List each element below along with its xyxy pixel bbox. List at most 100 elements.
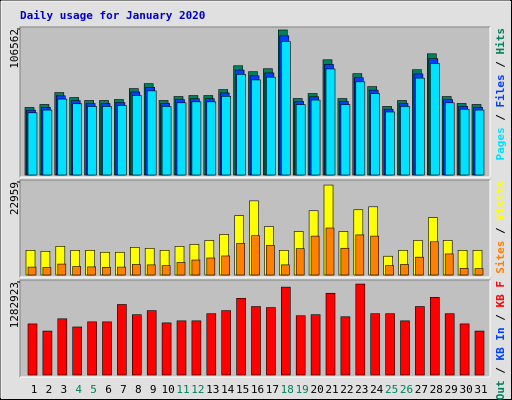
bar: [42, 109, 53, 176]
bar: [266, 76, 276, 176]
bar: [400, 106, 410, 176]
legend-entry: Files: [494, 74, 507, 107]
x-tick-label: 5: [90, 383, 97, 396]
bar: [176, 320, 187, 376]
bar: [221, 255, 230, 276]
bar: [117, 105, 127, 176]
legend-separator: /: [494, 55, 507, 75]
bar: [206, 257, 216, 276]
x-tick-label: 24: [370, 383, 384, 396]
bar: [370, 93, 381, 176]
bar: [72, 103, 82, 176]
bar: [340, 247, 350, 276]
x-tick-label: 1: [31, 383, 38, 396]
bar: [87, 321, 97, 376]
bar: [146, 90, 157, 176]
bar: [325, 292, 336, 376]
x-tick-label: 12: [191, 383, 204, 396]
bar: [27, 112, 38, 176]
bar: [206, 313, 217, 376]
bar: [102, 106, 112, 176]
bar: [87, 106, 97, 176]
bar: [236, 243, 245, 276]
y-tick-label: 106562: [8, 29, 21, 69]
bar: [280, 264, 290, 276]
chart-title: Daily usage for January 2020: [20, 9, 205, 22]
bar: [266, 307, 276, 376]
bar: [400, 264, 409, 276]
x-tick-label: 26: [400, 383, 413, 396]
bar: [57, 318, 68, 376]
x-tick-label: 30: [459, 383, 472, 396]
bar: [191, 101, 202, 176]
legend-entry: KB Out: [494, 380, 507, 400]
legend-entry: Visits: [494, 181, 507, 221]
x-tick-label: 7: [120, 383, 127, 396]
legend-separator: /: [494, 221, 507, 241]
bar: [251, 306, 261, 376]
legend: Sites / Visits: [494, 181, 507, 274]
bar: [42, 330, 53, 376]
bar: [161, 322, 172, 376]
x-tick-label: 13: [206, 383, 219, 396]
x-tick-label: 18: [281, 383, 294, 396]
bar: [295, 104, 306, 176]
bar: [206, 101, 217, 176]
x-tick-label: 9: [150, 383, 157, 396]
x-tick-label: 22: [340, 383, 353, 396]
bar: [176, 102, 187, 176]
bar: [310, 314, 321, 376]
bar: [459, 268, 469, 276]
x-tick-label: 2: [46, 383, 53, 396]
bar: [72, 266, 81, 276]
legend-separator: /: [494, 361, 507, 381]
bar: [117, 304, 127, 376]
bar: [132, 95, 142, 176]
legend: KB Out / KB In / KB F: [494, 281, 507, 400]
bar: [266, 245, 275, 276]
legend-entry: Sites: [494, 241, 507, 274]
bar: [355, 283, 366, 376]
bar: [42, 267, 52, 276]
bar: [146, 310, 157, 376]
bar: [370, 235, 380, 276]
bar: [161, 106, 172, 176]
bar: [310, 235, 320, 276]
x-tick-label: 10: [161, 383, 174, 396]
x-tick-label: 31: [474, 383, 487, 396]
bar: [161, 265, 171, 276]
bar: [429, 297, 440, 376]
x-tick-label: 17: [266, 383, 279, 396]
legend-entry: KB F: [494, 281, 507, 308]
x-tick-label: 25: [385, 383, 398, 396]
bar: [221, 96, 231, 176]
bar: [474, 109, 485, 176]
bar: [102, 321, 112, 376]
bar: [102, 267, 111, 276]
bar: [87, 266, 96, 276]
bar: [251, 235, 260, 276]
bar: [400, 320, 410, 376]
x-tick-label: 15: [236, 383, 249, 396]
bar: [280, 41, 291, 176]
legend-separator: /: [494, 108, 507, 128]
bar: [117, 266, 126, 276]
bar: [57, 98, 68, 176]
x-tick-label: 29: [445, 383, 458, 396]
bar: [385, 111, 395, 176]
bar: [295, 248, 305, 276]
x-tick-label: 28: [430, 383, 443, 396]
bar: [325, 68, 336, 176]
bar: [444, 102, 455, 176]
x-tick-label: 21: [325, 383, 338, 396]
bar: [221, 310, 231, 376]
bar: [340, 316, 351, 376]
bar: [355, 234, 365, 276]
bar: [340, 104, 351, 176]
bar: [415, 77, 425, 176]
x-tick-label: 11: [176, 383, 189, 396]
bar: [325, 227, 335, 276]
bar: [191, 320, 202, 376]
bar: [355, 81, 366, 176]
y-tick-label: 1282923: [8, 282, 21, 328]
